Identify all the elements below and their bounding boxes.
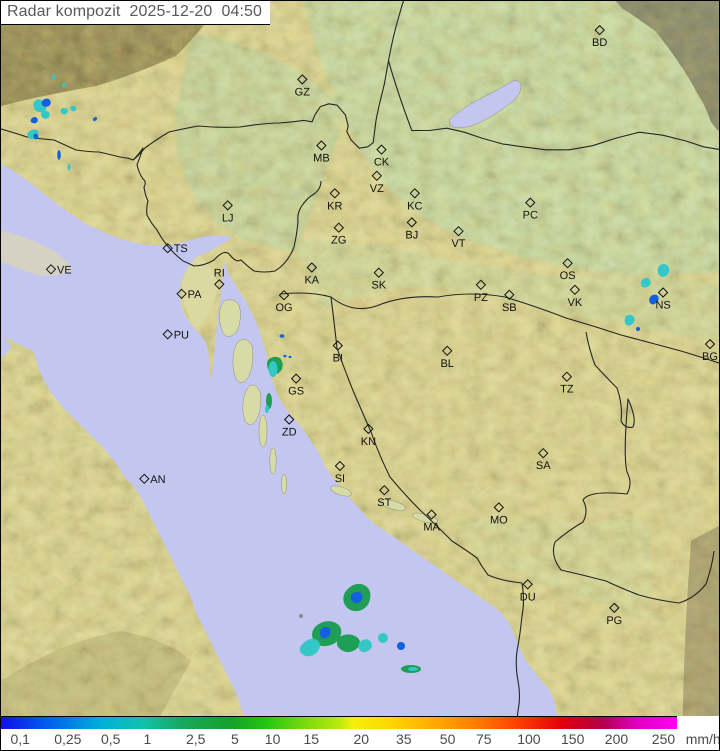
svg-text:PC: PC	[523, 210, 538, 222]
svg-text:TS: TS	[174, 243, 188, 255]
svg-text:VE: VE	[57, 264, 72, 276]
svg-text:SA: SA	[536, 460, 551, 472]
svg-text:CK: CK	[374, 157, 390, 169]
svg-text:MB: MB	[313, 153, 330, 165]
svg-text:VK: VK	[568, 297, 583, 309]
svg-text:SB: SB	[502, 302, 517, 314]
svg-text:OG: OG	[275, 302, 292, 314]
svg-text:ST: ST	[377, 497, 391, 509]
svg-text:NS: NS	[655, 300, 670, 312]
svg-text:MO: MO	[490, 514, 508, 526]
svg-text:PA: PA	[188, 289, 203, 301]
svg-text:SI: SI	[335, 473, 345, 485]
svg-text:PG: PG	[606, 615, 622, 627]
svg-text:MA: MA	[423, 522, 440, 534]
svg-text:VZ: VZ	[370, 183, 384, 195]
svg-text:RI: RI	[214, 267, 225, 279]
svg-text:KN: KN	[361, 436, 376, 448]
svg-text:BL: BL	[440, 358, 453, 370]
svg-text:PZ: PZ	[474, 292, 488, 304]
svg-text:AN: AN	[150, 474, 165, 486]
svg-text:BG: BG	[702, 351, 718, 363]
svg-text:VT: VT	[451, 238, 465, 250]
svg-text:BJ: BJ	[405, 229, 418, 241]
svg-text:KC: KC	[407, 200, 422, 212]
svg-text:GS: GS	[288, 386, 304, 398]
svg-text:GZ: GZ	[295, 86, 311, 98]
svg-text:BI: BI	[333, 353, 343, 365]
svg-text:OS: OS	[560, 270, 576, 282]
svg-text:PU: PU	[174, 329, 189, 341]
svg-text:BD: BD	[592, 37, 607, 49]
svg-text:SK: SK	[371, 280, 386, 292]
svg-text:ZD: ZD	[282, 427, 297, 439]
svg-text:ZG: ZG	[331, 235, 346, 247]
svg-text:KA: KA	[304, 275, 319, 287]
svg-text:TZ: TZ	[560, 384, 574, 396]
svg-text:LJ: LJ	[222, 212, 234, 224]
svg-text:KR: KR	[327, 200, 342, 212]
svg-text:DU: DU	[520, 591, 536, 603]
